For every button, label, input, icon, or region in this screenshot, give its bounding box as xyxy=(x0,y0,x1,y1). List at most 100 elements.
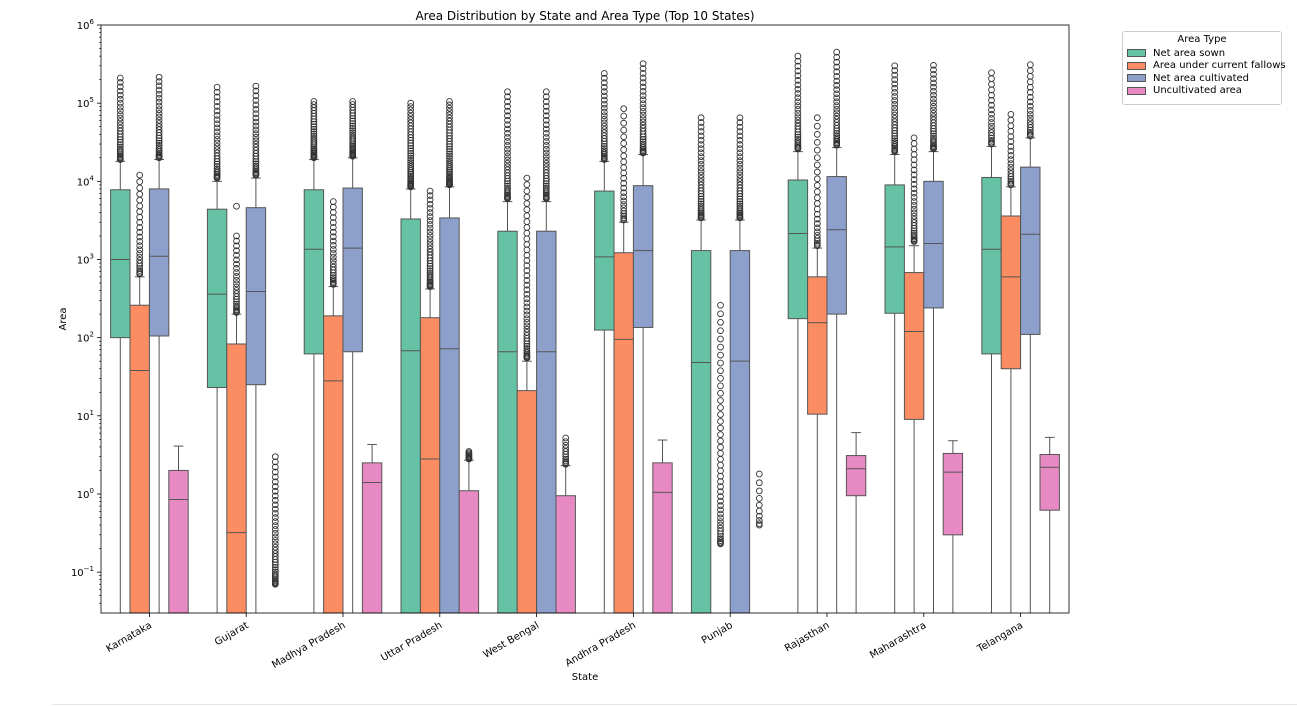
outlier-point xyxy=(523,295,531,302)
y-tick-label: 105 xyxy=(77,96,94,110)
outlier-point xyxy=(523,212,531,220)
outlier-point xyxy=(891,115,899,122)
x-axis-label: State xyxy=(572,672,598,683)
outlier-point xyxy=(233,256,240,264)
outlier-point xyxy=(116,95,124,103)
box xyxy=(884,184,905,314)
outlier-point xyxy=(717,483,724,491)
outlier-point xyxy=(426,217,434,224)
outlier-point xyxy=(136,233,144,241)
outlier-point xyxy=(600,126,608,133)
outlier-point xyxy=(542,112,550,120)
outlier-point xyxy=(523,181,531,188)
outlier-point xyxy=(620,133,628,141)
outlier-point xyxy=(833,53,841,61)
outlier-point xyxy=(136,171,144,179)
outlier-point xyxy=(213,120,221,128)
outlier-point xyxy=(833,90,841,98)
outlier-point xyxy=(116,87,124,95)
outlier-point xyxy=(600,142,608,150)
outlier-point xyxy=(349,101,357,108)
outlier-point xyxy=(465,448,473,455)
outlier-point xyxy=(736,202,744,210)
outlier-point xyxy=(213,103,221,110)
outlier-point xyxy=(833,77,841,85)
outlier-point xyxy=(504,121,511,129)
outlier-point xyxy=(213,128,221,136)
outlier-point xyxy=(600,79,608,87)
outlier-point xyxy=(717,301,724,309)
outlier-point xyxy=(639,74,647,82)
legend-label: Net area cultivated xyxy=(1153,72,1249,84)
box xyxy=(497,230,518,614)
outlier-point xyxy=(233,237,240,245)
outlier-point xyxy=(1026,73,1034,80)
outlier-point xyxy=(252,162,260,170)
outlier-point xyxy=(717,343,724,351)
outlier-point xyxy=(717,382,724,390)
outlier-point xyxy=(252,160,260,168)
outlier-point xyxy=(349,98,357,105)
outlier-point xyxy=(639,88,647,95)
outlier-point xyxy=(717,510,724,518)
outlier-point xyxy=(329,209,337,216)
legend-swatch xyxy=(1127,49,1146,58)
outlier-point xyxy=(446,152,453,160)
outlier-point xyxy=(542,160,550,167)
outlier-point xyxy=(910,198,918,205)
outlier-point xyxy=(504,125,511,133)
outlier-point xyxy=(426,235,434,243)
outlier-point xyxy=(155,98,163,106)
outlier-point xyxy=(833,94,841,102)
outlier-point xyxy=(426,196,434,204)
outlier-point xyxy=(891,100,899,108)
outlier-point xyxy=(407,113,415,120)
outlier-point xyxy=(1026,61,1034,69)
outlier-point xyxy=(910,171,918,179)
outlier-point xyxy=(562,448,570,455)
outlier-point xyxy=(407,147,415,155)
outlier-point xyxy=(833,132,841,139)
outlier-point xyxy=(504,160,511,167)
outlier-point xyxy=(717,506,724,514)
outlier-point xyxy=(504,149,511,157)
outlier-point xyxy=(833,58,841,66)
outlier-point xyxy=(910,156,918,164)
outlier-point xyxy=(697,200,705,208)
outlier-point xyxy=(523,325,531,333)
y-tick-label: 103 xyxy=(77,252,94,266)
outlier-point xyxy=(639,69,647,77)
outlier-point xyxy=(794,62,802,70)
outlier-point xyxy=(407,99,415,107)
outlier-point xyxy=(446,161,453,169)
outlier-point xyxy=(930,91,937,99)
outlier-point xyxy=(1007,122,1015,130)
outlier-point xyxy=(504,134,511,141)
outlier-point xyxy=(426,224,434,232)
outlier-point xyxy=(930,134,937,142)
box xyxy=(787,179,809,320)
outlier-point xyxy=(736,123,744,131)
outlier-point xyxy=(930,113,937,120)
outlier-point xyxy=(542,153,550,160)
outlier-point xyxy=(813,224,821,232)
outlier-point xyxy=(213,98,221,106)
outlier-point xyxy=(620,201,628,208)
outlier-point xyxy=(116,114,124,122)
outlier-point xyxy=(213,93,221,101)
outlier-point xyxy=(329,246,337,253)
outlier-point xyxy=(794,67,802,75)
outlier-point xyxy=(542,138,550,145)
outlier-point xyxy=(717,375,724,382)
outlier-point xyxy=(717,389,724,397)
outlier-point xyxy=(523,322,531,330)
outlier-point xyxy=(697,119,705,126)
outlier-point xyxy=(600,119,608,127)
outlier-point xyxy=(426,192,434,199)
outlier-point xyxy=(1007,147,1015,155)
outlier-point xyxy=(426,213,434,220)
outlier-point xyxy=(620,164,628,171)
outlier-point xyxy=(562,434,570,442)
outlier-point xyxy=(504,107,511,115)
